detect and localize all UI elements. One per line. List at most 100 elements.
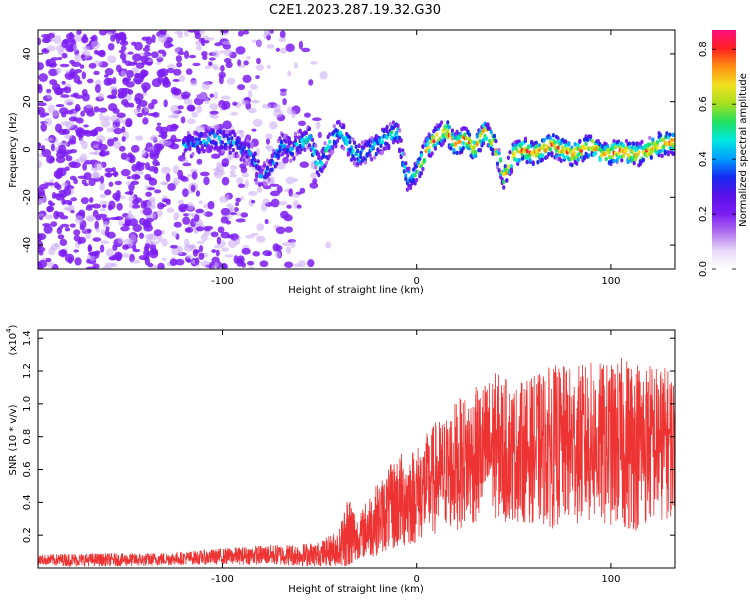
spectrogram-cell bbox=[342, 124, 346, 130]
spectrogram-cell bbox=[582, 155, 587, 160]
spectrogram-cell bbox=[298, 120, 306, 127]
spectrogram-cell bbox=[659, 133, 663, 138]
spectrogram-cell bbox=[118, 220, 124, 226]
spectrogram-cell bbox=[235, 218, 246, 223]
spectrogram-cell bbox=[169, 244, 178, 249]
spectrogram-cell bbox=[64, 110, 74, 115]
spectrogram-cell bbox=[160, 126, 168, 135]
spectrogram-cell bbox=[192, 62, 201, 67]
spectrogram-cell bbox=[49, 157, 55, 163]
spectrogram-cell bbox=[247, 90, 253, 99]
spectrogram-cell bbox=[244, 149, 248, 155]
spectrogram-cell bbox=[241, 172, 249, 178]
spectrogram-cell bbox=[452, 148, 456, 153]
spectrogram-cell bbox=[100, 240, 110, 245]
spectrogram-cell bbox=[220, 207, 231, 216]
spectrogram-cell bbox=[196, 105, 203, 114]
spectrogram-cell bbox=[337, 119, 341, 125]
spectrogram-cell bbox=[449, 146, 453, 151]
spectrogram-cell bbox=[311, 137, 315, 143]
spectrogram-cell bbox=[156, 69, 166, 78]
spectrogram-cell bbox=[144, 257, 151, 266]
spectrogram-cell bbox=[116, 202, 123, 211]
spectrogram-cell bbox=[132, 248, 141, 253]
spectrogram-cell bbox=[317, 156, 321, 161]
spectrogram-cell bbox=[149, 152, 160, 160]
spectrogram-cell bbox=[38, 233, 43, 242]
spectrogram-cell bbox=[106, 231, 116, 239]
spectrogram-cell bbox=[171, 247, 181, 256]
spectrogram-cell bbox=[169, 258, 178, 267]
spectrogram-cell bbox=[47, 33, 55, 39]
spectrogram-cell bbox=[269, 183, 280, 187]
spectrogram-cell bbox=[191, 135, 195, 141]
spectrogram-cell bbox=[295, 142, 299, 147]
spectrogram-cell bbox=[38, 199, 45, 204]
spectrogram-cell bbox=[241, 150, 245, 156]
spectrogram-cell bbox=[265, 133, 273, 140]
spectrogram-cell bbox=[234, 238, 241, 245]
spectrogram-cell bbox=[147, 187, 156, 191]
spectrogram-cell bbox=[511, 146, 515, 152]
spectrogram-cell bbox=[63, 187, 72, 196]
spectrogram-cell bbox=[170, 124, 179, 130]
spectrogram-cell bbox=[121, 98, 129, 106]
snr-scale-exp: 4 bbox=[5, 328, 13, 333]
spectrogram-cell bbox=[551, 133, 556, 138]
spectrogram-cell bbox=[649, 155, 653, 160]
spectrogram-cell bbox=[86, 110, 95, 117]
spectrogram-cell bbox=[204, 40, 210, 44]
spectrogram-cell bbox=[104, 167, 114, 173]
spectrogram-cell bbox=[215, 249, 220, 257]
spectrogram-cell bbox=[262, 163, 267, 168]
spectrogram-y-tick-label: 40 bbox=[22, 48, 33, 61]
spectrogram-cell bbox=[589, 134, 593, 139]
spectrogram-cell bbox=[264, 30, 272, 37]
spectrogram-cell bbox=[93, 106, 100, 113]
spectrogram-cell bbox=[122, 253, 130, 258]
spectrogram-cell bbox=[282, 98, 287, 106]
spectrogram-cell bbox=[235, 197, 241, 203]
spectrogram-cell bbox=[91, 34, 98, 43]
spectrogram-cell bbox=[195, 190, 201, 197]
spectrogram-cell bbox=[278, 136, 282, 141]
spectrogram-cell bbox=[109, 86, 118, 91]
spectrogram-cell bbox=[43, 118, 53, 126]
snr-x-ticks: -100 0 100 bbox=[211, 330, 620, 585]
spectrogram-cell bbox=[116, 112, 126, 118]
spectrogram-cell bbox=[233, 255, 239, 264]
spectrogram-cell bbox=[497, 147, 501, 153]
spectrogram-cell bbox=[309, 182, 319, 189]
spectrogram-cell bbox=[99, 175, 105, 185]
spectrogram-cell bbox=[186, 259, 192, 263]
spectrogram-cell bbox=[525, 148, 529, 154]
spectrogram-cell bbox=[247, 157, 251, 162]
spectrogram-cell bbox=[506, 155, 510, 160]
spectrogram-cell bbox=[593, 151, 597, 156]
spectrogram-cell bbox=[220, 231, 230, 239]
spectrogram-cell bbox=[82, 162, 87, 171]
spectrogram-cell bbox=[463, 132, 467, 137]
spectrogram-cell bbox=[265, 166, 270, 171]
spectrogram-cell bbox=[38, 73, 48, 82]
spectrogram-cell bbox=[284, 139, 288, 144]
spectrogram-cell bbox=[328, 139, 332, 145]
spectrogram-cell bbox=[210, 145, 214, 150]
spectrogram-cell bbox=[240, 212, 249, 218]
spectrogram-cell bbox=[425, 137, 430, 142]
spectrogram-cell bbox=[544, 148, 548, 153]
spectrogram-cell bbox=[77, 175, 88, 179]
snr-x-label: Height of straight line (km) bbox=[288, 584, 424, 595]
spectrogram-cell bbox=[214, 141, 218, 146]
spectrogram-cell bbox=[534, 148, 538, 153]
spectrogram-cell bbox=[299, 187, 306, 194]
spectrogram-cell bbox=[112, 137, 119, 142]
spectrogram-cell bbox=[139, 232, 145, 239]
spectrogram-cell bbox=[209, 110, 219, 115]
spectrogram-cell bbox=[46, 261, 55, 268]
spectrogram-cell bbox=[296, 204, 302, 209]
spectrogram-cell bbox=[632, 160, 636, 166]
spectrogram-cell bbox=[275, 47, 281, 52]
spectrogram-cell bbox=[111, 167, 116, 173]
spectrogram-cell bbox=[228, 150, 232, 155]
